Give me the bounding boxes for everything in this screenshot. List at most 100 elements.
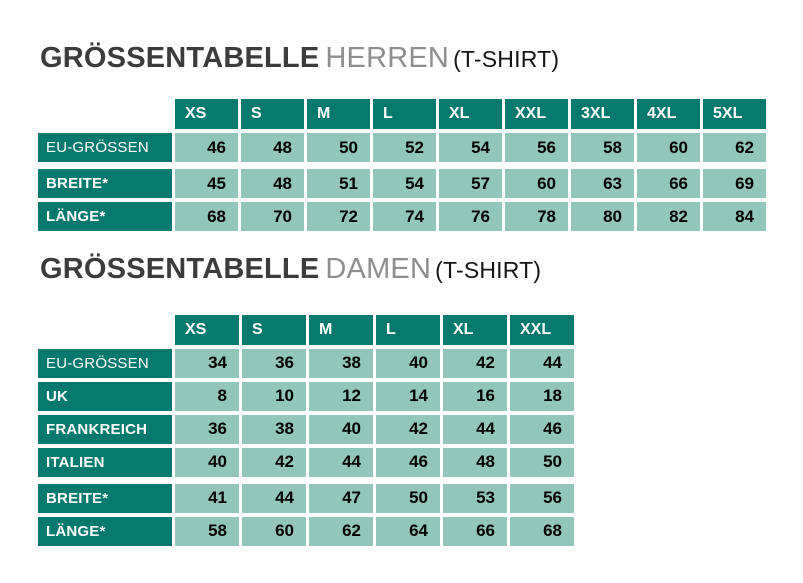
size-table: XS S M L XL XXL 3XL 4XL 5XL EU-GRÖSSEN 46 48 50 52 54 5… [38, 99, 803, 232]
size-cell: 10 [242, 381, 306, 411]
size-cell: 58 [175, 516, 239, 546]
size-column-header: XL [439, 99, 502, 130]
size-column-header: XS [175, 99, 238, 130]
row-label: EU-GRÖSSEN [38, 133, 172, 163]
table-row: ITALIEN 40 42 44 46 48 50 [38, 447, 803, 477]
title-suffix: (T-SHIRT) [435, 257, 542, 284]
row-label: FRANKREICH [38, 414, 172, 444]
size-column-header: L [373, 99, 436, 130]
row-label: LÄNGE* [38, 202, 172, 232]
size-cell: 74 [373, 202, 436, 232]
size-cell: 76 [439, 202, 502, 232]
size-cell: 46 [510, 414, 574, 444]
size-cell: 50 [376, 483, 440, 513]
size-table-section-damen: GRÖSSENTABELLE DAMEN (T-SHIRT) XS S M L XL XXL E… [38, 253, 803, 546]
size-cell: 45 [175, 169, 238, 199]
size-column-header: S [242, 314, 306, 345]
size-cell: 48 [241, 169, 304, 199]
size-cell: 68 [510, 516, 574, 546]
size-cell: 46 [175, 133, 238, 163]
size-cell: 42 [242, 447, 306, 477]
table-header-row: XS S M L XL XXL [38, 314, 803, 345]
size-cell: 44 [242, 483, 306, 513]
size-cell: 60 [505, 169, 568, 199]
size-column-header: M [309, 314, 373, 345]
size-cell: 56 [510, 483, 574, 513]
size-cell: 56 [505, 133, 568, 163]
size-cell: 50 [510, 447, 574, 477]
size-cell: 16 [443, 381, 507, 411]
size-cell: 70 [241, 202, 304, 232]
size-column-header: 4XL [637, 99, 700, 130]
size-column-header: L [376, 314, 440, 345]
size-cell: 44 [443, 414, 507, 444]
title-main: GRÖSSENTABELLE [40, 42, 320, 74]
table-row: LÄNGE* 58 60 62 64 66 68 [38, 516, 803, 546]
size-cell: 62 [309, 516, 373, 546]
table-title: GRÖSSENTABELLE HERREN (T-SHIRT) [40, 42, 803, 75]
row-label: BREITE* [38, 169, 172, 199]
size-cell: 68 [175, 202, 238, 232]
size-cell: 60 [242, 516, 306, 546]
table-row: EU-GRÖSSEN 34 36 38 40 42 44 [38, 348, 803, 378]
size-cell: 47 [309, 483, 373, 513]
title-sub: DAMEN [325, 253, 432, 286]
size-cell: 80 [571, 202, 634, 232]
corner-cell [38, 99, 172, 129]
size-cell: 40 [175, 447, 239, 477]
size-cell: 84 [703, 202, 766, 232]
size-cell: 72 [307, 202, 370, 232]
size-cell: 51 [307, 169, 370, 199]
size-cell: 38 [242, 414, 306, 444]
size-cell: 18 [510, 381, 574, 411]
row-label: LÄNGE* [38, 516, 172, 546]
size-cell: 41 [175, 483, 239, 513]
table-header-row: XS S M L XL XXL 3XL 4XL 5XL [38, 99, 803, 130]
row-label: UK [38, 381, 172, 411]
table-row: FRANKREICH 36 38 40 42 44 46 [38, 414, 803, 444]
size-cell: 82 [637, 202, 700, 232]
title-sub: HERREN [325, 42, 450, 74]
table-row: UK 8 10 12 14 16 18 [38, 381, 803, 411]
size-cell: 12 [309, 381, 373, 411]
size-cell: 69 [703, 169, 766, 199]
size-cell: 66 [443, 516, 507, 546]
corner-cell [38, 315, 172, 345]
title-suffix: (T-SHIRT) [453, 46, 560, 72]
size-chart-page: GRÖSSENTABELLE HERREN (T-SHIRT) XS S M L XL XXL… [38, 42, 803, 546]
row-label: EU-GRÖSSEN [38, 348, 172, 378]
row-label: BREITE* [38, 483, 172, 513]
size-cell: 40 [376, 348, 440, 378]
size-cell: 57 [439, 169, 502, 199]
title-main: GRÖSSENTABELLE [40, 253, 320, 286]
size-cell: 14 [376, 381, 440, 411]
size-cell: 8 [175, 381, 239, 411]
table-row: BREITE* 45 48 51 54 57 60 63 66 69 [38, 169, 803, 199]
size-cell: 46 [376, 447, 440, 477]
size-cell: 36 [242, 348, 306, 378]
size-column-header: 5XL [703, 99, 766, 130]
size-column-header: XS [175, 314, 239, 345]
size-cell: 60 [637, 133, 700, 163]
size-column-header: 3XL [571, 99, 634, 130]
size-cell: 62 [703, 133, 766, 163]
size-cell: 42 [376, 414, 440, 444]
size-cell: 44 [309, 447, 373, 477]
size-cell: 44 [510, 348, 574, 378]
size-cell: 48 [241, 133, 304, 163]
size-column-header: M [307, 99, 370, 130]
size-cell: 40 [309, 414, 373, 444]
size-cell: 50 [307, 133, 370, 163]
size-cell: 63 [571, 169, 634, 199]
size-cell: 52 [373, 133, 436, 163]
table-row: BREITE* 41 44 47 50 53 56 [38, 483, 803, 513]
size-cell: 38 [309, 348, 373, 378]
size-table-section-herren: GRÖSSENTABELLE HERREN (T-SHIRT) XS S M L XL XXL… [38, 42, 803, 232]
size-cell: 54 [439, 133, 502, 163]
table-title: GRÖSSENTABELLE DAMEN (T-SHIRT) [40, 253, 803, 286]
size-cell: 64 [376, 516, 440, 546]
size-cell: 54 [373, 169, 436, 199]
size-column-header: XL [443, 314, 507, 345]
size-table: XS S M L XL XXL EU-GRÖSSEN 34 36 38 40 42 44 UK 8 10 12 1… [38, 314, 803, 546]
table-row: LÄNGE* 68 70 72 74 76 78 80 82 84 [38, 202, 803, 232]
